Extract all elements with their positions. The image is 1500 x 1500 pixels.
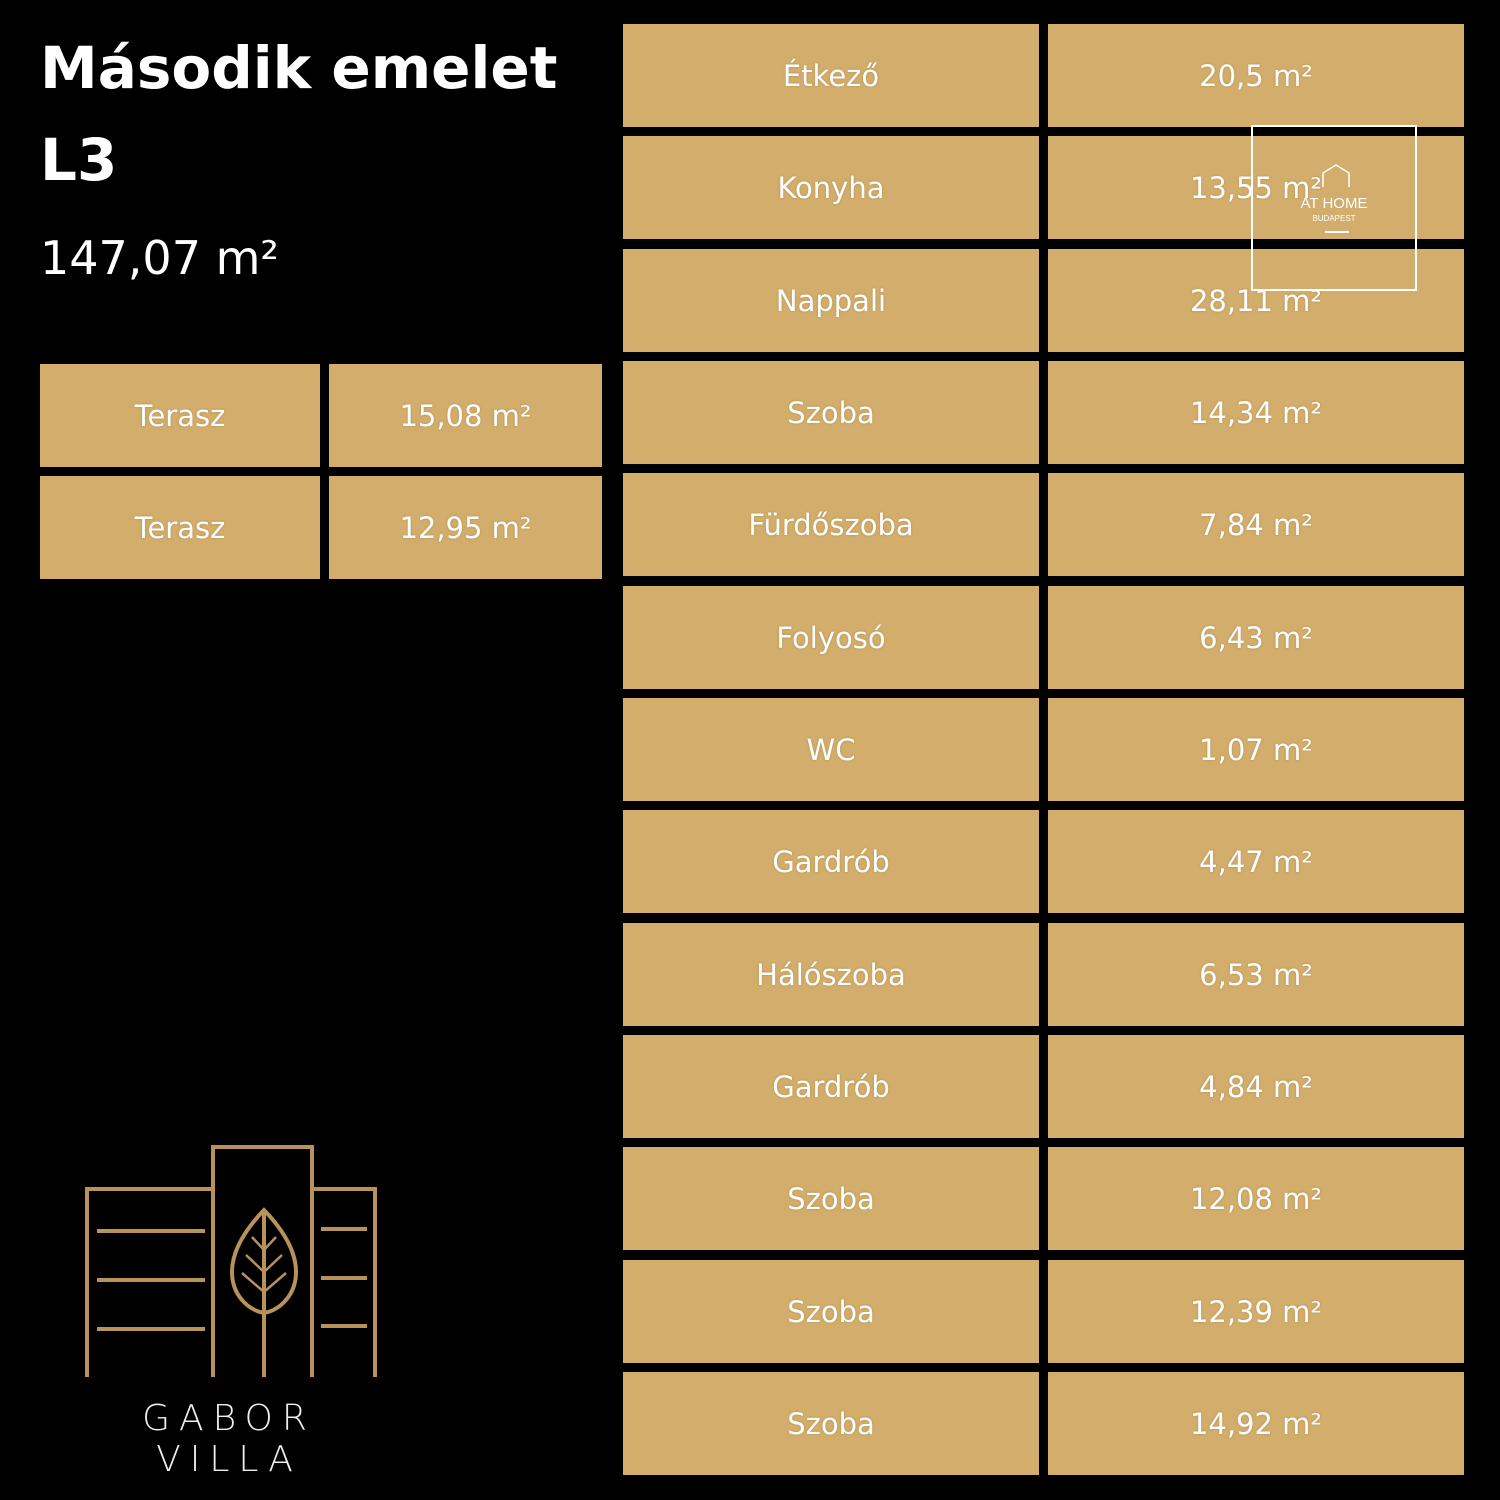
watermark-underline: [1325, 231, 1349, 233]
room-area-cell-text: 14,34 m²: [1189, 395, 1323, 430]
room-area-cell: 1,07 m²: [1048, 698, 1464, 801]
room-name-cell: Szoba: [623, 361, 1039, 464]
room-name-cell-text: Étkező: [782, 58, 880, 93]
room-name-cell-text: Szoba: [787, 395, 875, 430]
brand-name: GABOR VILLA: [142, 1398, 316, 1480]
room-area-cell-text: 4,47 m²: [1199, 844, 1313, 879]
room-area-cell: 12,39 m²: [1048, 1260, 1464, 1363]
room-name-cell: Szoba: [623, 1260, 1039, 1363]
terrace-name-cell-text: Terasz: [134, 510, 226, 545]
gabor-villa-logo-icon: [85, 1145, 377, 1377]
room-area-cell-text: 7,84 m²: [1199, 507, 1313, 542]
terrace-area-cell: 15,08 m²: [329, 364, 602, 467]
page-title: Második emelet: [40, 34, 558, 102]
room-area-cell: 6,53 m²: [1048, 923, 1464, 1026]
room-area-cell-text: 1,07 m²: [1199, 732, 1313, 767]
room-name-cell: Folyosó: [623, 586, 1039, 689]
room-area-cell: 13,55 m²: [1048, 136, 1464, 239]
room-name-cell-text: Fürdőszoba: [748, 507, 914, 542]
room-name-cell: Nappali: [623, 249, 1039, 352]
terrace-area-cell-text: 15,08 m²: [399, 398, 532, 433]
room-name-cell: Gardrób: [623, 1035, 1039, 1138]
terrace-name-cell: Terasz: [40, 476, 320, 579]
room-area-cell-text: 4,84 m²: [1199, 1069, 1313, 1104]
room-name-cell-text: Gardrób: [772, 1069, 890, 1104]
room-name-cell-text: Gardrób: [772, 844, 890, 879]
room-area-cell-text: 12,08 m²: [1189, 1181, 1323, 1216]
room-name-cell-text: WC: [806, 732, 856, 767]
room-area-cell-text: 14,92 m²: [1189, 1406, 1323, 1441]
room-name-cell: Konyha: [623, 136, 1039, 239]
total-area: 147,07 m²: [40, 231, 279, 285]
room-name-cell-text: Folyosó: [776, 620, 886, 655]
room-area-cell: 14,34 m²: [1048, 361, 1464, 464]
room-area-cell-text: 20,5 m²: [1199, 58, 1313, 93]
room-area-cell-text: 13,55 m²: [1189, 170, 1323, 205]
room-name-cell: Fürdőszoba: [623, 473, 1039, 576]
room-name-cell: Étkező: [623, 24, 1039, 127]
room-area-cell-text: 12,39 m²: [1189, 1294, 1323, 1329]
room-area-cell: 4,47 m²: [1048, 810, 1464, 913]
unit-label: L3: [40, 126, 118, 194]
terrace-name-cell-text: Terasz: [134, 398, 226, 433]
watermark-line1: AT HOME: [1300, 195, 1368, 212]
room-name-cell-text: Hálószoba: [756, 957, 906, 992]
terrace-name-cell: Terasz: [40, 364, 320, 467]
terrace-area-cell: 12,95 m²: [329, 476, 602, 579]
room-area-cell: 6,43 m²: [1048, 586, 1464, 689]
room-area-cell: 7,84 m²: [1048, 473, 1464, 576]
room-area-cell-text: 6,43 m²: [1199, 620, 1313, 655]
room-name-cell: Szoba: [623, 1372, 1039, 1475]
terrace-area-cell-text: 12,95 m²: [399, 510, 532, 545]
room-name-cell: Gardrób: [623, 810, 1039, 913]
room-area-cell: 20,5 m²: [1048, 24, 1464, 127]
room-name-cell: Hálószoba: [623, 923, 1039, 1026]
watermark-line2: BUDAPEST: [1312, 214, 1356, 223]
room-name-cell: WC: [623, 698, 1039, 801]
room-name-cell-text: Szoba: [787, 1406, 875, 1441]
room-name-cell: Szoba: [623, 1147, 1039, 1250]
room-name-cell-text: Szoba: [787, 1294, 875, 1329]
room-name-cell-text: Nappali: [775, 283, 887, 318]
room-area-cell-text: 6,53 m²: [1199, 957, 1313, 992]
room-area-cell: 4,84 m²: [1048, 1035, 1464, 1138]
room-name-cell-text: Szoba: [787, 1181, 875, 1216]
room-area-cell: 14,92 m²: [1048, 1372, 1464, 1475]
room-name-cell-text: Konyha: [777, 170, 885, 205]
at-home-watermark: AT HOME BUDAPEST: [1251, 125, 1417, 291]
room-area-cell: 12,08 m²: [1048, 1147, 1464, 1250]
house-icon: [1322, 164, 1350, 187]
